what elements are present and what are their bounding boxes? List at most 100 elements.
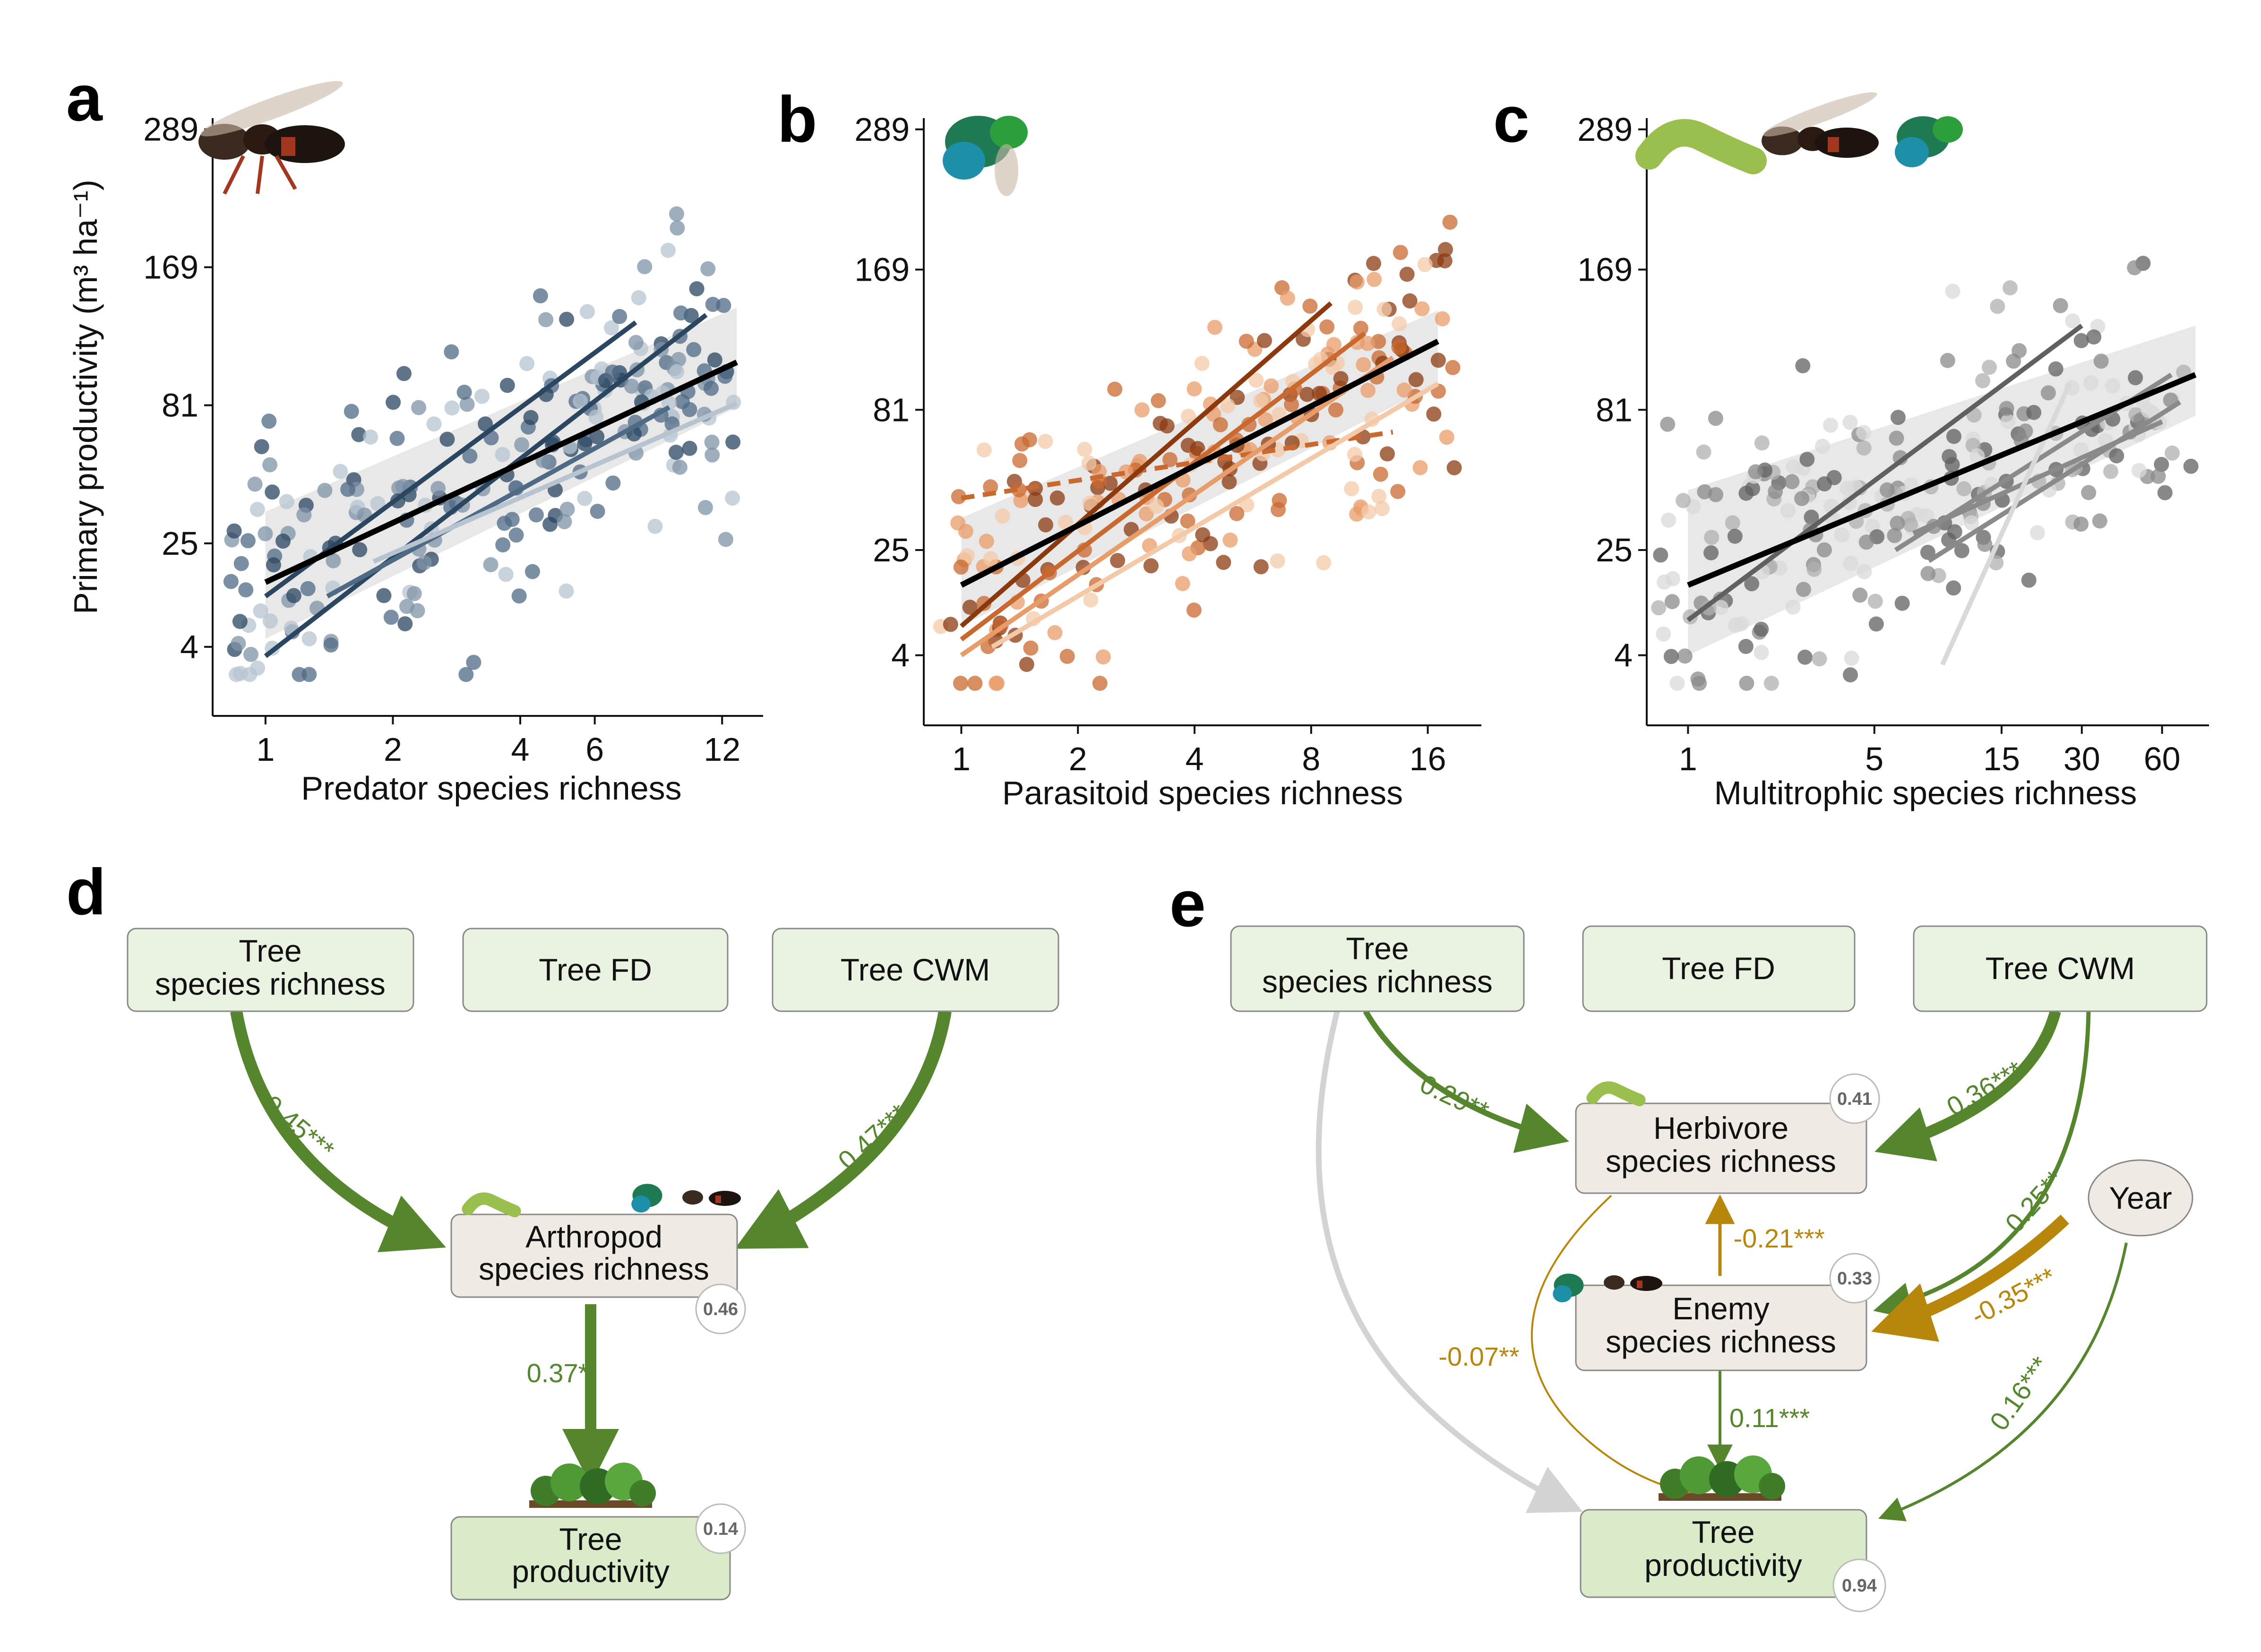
node-d-tree-fd-label: Tree FD [539, 952, 652, 987]
scatter-point [1302, 298, 1318, 314]
scatter-point [707, 352, 722, 368]
scatter-point [590, 504, 605, 519]
scatter-point [2092, 513, 2107, 529]
y-tick-label: 81 [162, 387, 198, 424]
scatter-point [430, 481, 446, 496]
scatter-point [660, 242, 676, 258]
scatter-point [1110, 553, 1126, 568]
scatter-point [296, 507, 312, 523]
scatter-point [1651, 600, 1667, 616]
coef-d-3: 0.37* [527, 1358, 589, 1388]
scatter-point [1376, 301, 1392, 317]
scatter-point [376, 588, 392, 603]
scatter-point [1347, 447, 1362, 462]
scatter-point [1229, 506, 1245, 521]
scatter-point [538, 312, 554, 327]
scatter-point [2165, 445, 2180, 461]
cuckoo-wasp-icon [1895, 116, 1963, 167]
scatter-point [1969, 448, 1985, 464]
scatter-point [2029, 525, 2045, 541]
y-tick-label: 289 [854, 111, 910, 148]
scatter-point [262, 457, 278, 473]
group-fit-line [264, 313, 708, 658]
scatter-point [1151, 393, 1166, 408]
scatter-point [478, 416, 493, 432]
scatter-point [669, 364, 685, 379]
scatter-point [1280, 290, 1295, 306]
node-e-year-label: Year [2109, 1180, 2172, 1215]
scatter-point [980, 639, 996, 654]
scatter-point [243, 646, 258, 662]
scatter-point [383, 610, 399, 625]
scatter-point [1028, 492, 1043, 507]
scatter-point [426, 416, 442, 432]
scatter-point [292, 667, 307, 682]
scatter-point [2183, 458, 2199, 474]
node-d-tree-cwm: Tree CWM [772, 928, 1059, 1012]
scatter-point [718, 532, 733, 547]
scatter-point [232, 666, 248, 681]
scatter-point [700, 261, 716, 276]
scatter-point [1887, 528, 1902, 543]
scatter-point [1763, 676, 1779, 691]
scatter-point [670, 220, 685, 236]
scatter-point [1704, 530, 1719, 545]
x-tick-label: 1 [256, 731, 275, 768]
scatter-point [1856, 425, 1872, 440]
scatter-point [411, 400, 427, 415]
path-e-treecwm-herbivore [1874, 1009, 2061, 1162]
scatter-point [1889, 430, 1904, 446]
y-tick-label: 4 [1614, 637, 1633, 674]
scatter-point [1703, 545, 1719, 560]
scatter-point [1804, 509, 1819, 525]
scatter-point [1371, 489, 1387, 504]
scatter-point [2086, 329, 2102, 345]
path-e-herbivore-productivity [1530, 1195, 1695, 1499]
scatter-point [2021, 572, 2037, 588]
scatter-point [444, 400, 460, 416]
wasp-icon [198, 81, 345, 195]
wasp-icon [1604, 1275, 1662, 1291]
overall-fit-line [1687, 372, 2197, 588]
scatter-point [397, 616, 413, 632]
path-d-treesr-arthropod [230, 1010, 446, 1252]
scatter-point [1734, 616, 1749, 632]
scatter-point [1396, 382, 1412, 398]
scatter-point [647, 518, 663, 534]
group-fit-line [960, 355, 1394, 657]
x-tick-label: 30 [2063, 740, 2100, 777]
scatter-point [1212, 417, 1228, 432]
scatter-point [1152, 416, 1168, 431]
scatter-point [1264, 378, 1279, 394]
scatter-point [2131, 463, 2147, 478]
scatter-point [605, 475, 621, 491]
scatter-point [1676, 493, 1691, 508]
scatter-point [352, 542, 368, 558]
panel-label-d: d [66, 856, 106, 929]
scatter-point [2012, 343, 2027, 359]
scatter-point [326, 553, 341, 568]
scatter-point [1023, 640, 1039, 656]
scatter-point [682, 402, 697, 417]
x-tick-label: 16 [1410, 740, 1446, 777]
scatter-point [499, 378, 515, 393]
group-fit-line [326, 405, 671, 599]
scatter-point [459, 396, 475, 412]
scatter-point [1975, 373, 1991, 388]
scatter-point [1356, 357, 1371, 372]
scatter-point [1253, 559, 1269, 575]
node-e-year: Year [2088, 1159, 2193, 1237]
y-tick-label: 81 [1596, 391, 1633, 428]
scatter-point [1805, 479, 1821, 495]
scatter-point [673, 305, 688, 321]
x-tick-label: 2 [384, 731, 402, 768]
x-tick-label: 2 [1069, 740, 1087, 777]
node-d-tree-cwm-label: Tree CWM [841, 952, 990, 987]
caterpillar-icon [1586, 1081, 1646, 1107]
scatter-point [1207, 319, 1222, 335]
scatter-point [389, 430, 405, 446]
scatter-point [1799, 452, 1815, 467]
wasp-icon [682, 1190, 741, 1206]
scatter-point [725, 490, 740, 506]
scatter-point [386, 395, 401, 410]
